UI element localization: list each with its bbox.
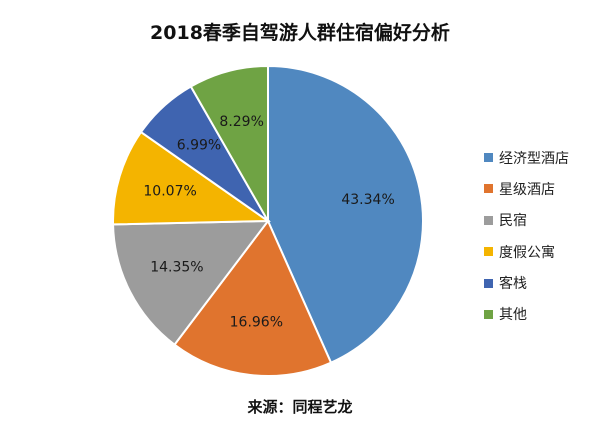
- legend-swatch-2: [484, 184, 493, 194]
- legend-swatch-3: [484, 215, 493, 225]
- legend-item-1: 经济型酒店: [484, 148, 569, 167]
- legend-label-5: 客栈: [499, 276, 527, 293]
- slice-value-label-1: 43.34%: [341, 192, 394, 208]
- legend-label-1: 经济型酒店: [499, 150, 569, 167]
- slice-value-label-6: 8.29%: [219, 114, 263, 130]
- slice-value-label-4: 10.07%: [143, 183, 196, 199]
- legend-label-3: 民宿: [499, 213, 527, 230]
- pie-slice-3: [112, 219, 271, 347]
- legend-label-6: 其他: [499, 307, 527, 324]
- legend-swatch-6: [484, 309, 493, 319]
- legend-item-3: 民宿: [484, 211, 569, 230]
- slice-value-label-2: 16.96%: [230, 315, 283, 331]
- slice-value-label-3: 14.35%: [150, 260, 203, 276]
- legend-label-2: 星级酒店: [499, 181, 555, 198]
- legend-item-5: 客栈: [484, 274, 569, 293]
- pie-slice-4: [112, 130, 272, 226]
- legend-item-4: 度假公寓: [484, 242, 569, 261]
- pie-slice-1: [267, 64, 424, 364]
- pie-slice-2: [173, 219, 333, 377]
- legend-label-4: 度假公寓: [499, 244, 555, 261]
- legend-swatch-5: [484, 278, 493, 288]
- legend: 经济型酒店星级酒店民宿度假公寓客栈其他: [484, 148, 569, 336]
- legend-item-2: 星级酒店: [484, 179, 569, 198]
- slice-value-label-5: 6.99%: [177, 137, 221, 153]
- legend-item-6: 其他: [484, 305, 569, 324]
- pie-slice-6: [189, 64, 269, 225]
- source-note: 来源：同程艺龙: [247, 398, 353, 416]
- legend-swatch-4: [484, 247, 493, 257]
- legend-swatch-1: [484, 153, 493, 162]
- chart-title: 2018春季自驾游人群住宿偏好分析: [150, 22, 450, 44]
